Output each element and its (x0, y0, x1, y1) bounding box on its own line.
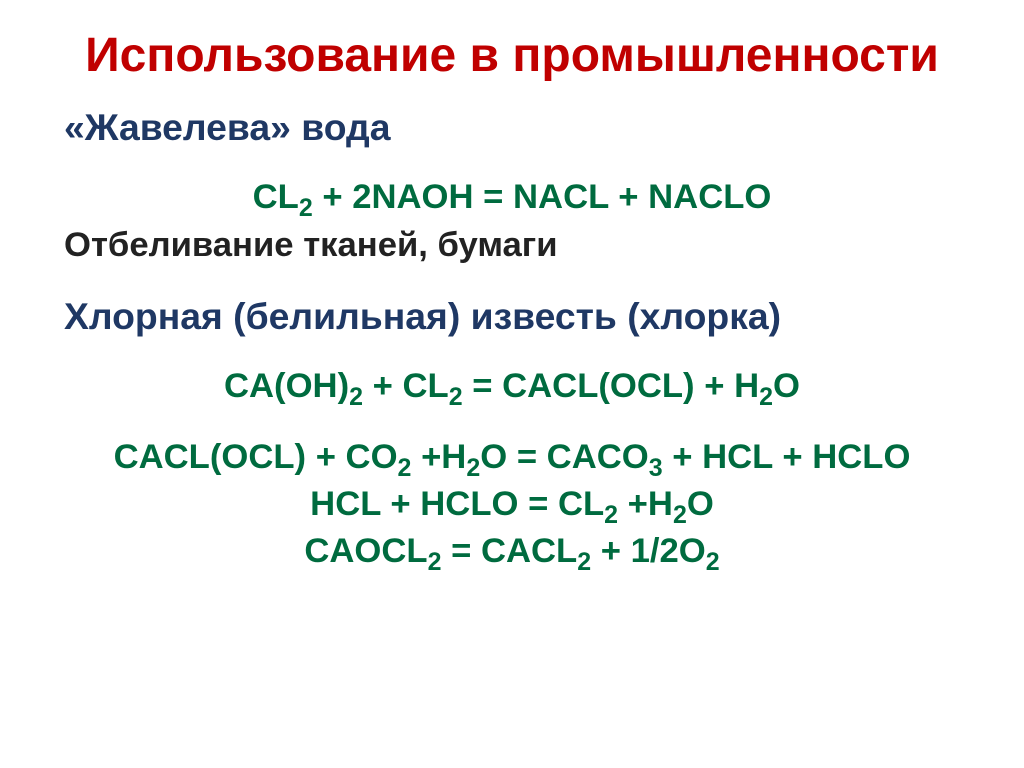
spacer (64, 410, 960, 434)
section2-eq-0: CA(OH)2 + CL2 = CACL(OCL) + H2O (64, 363, 960, 410)
section2-eq-3: CAOCL2 = CACL2 + 1/2O2 (64, 528, 960, 575)
section1-note: Отбеливание тканей, бумаги (64, 225, 960, 267)
section2-eq-2: HCL + HCLO = CL2 +H2O (64, 481, 960, 528)
slide: Использование в промышленности «Жавелева… (0, 0, 1024, 768)
section1-equation: CL2 + 2NAOH = NACL + NACLO (64, 174, 960, 221)
slide-title: Использование в промышленности (64, 28, 960, 83)
section2-eq-1: CACL(OCL) + CO2 +H2O = CACO3 + HCL + HCL… (64, 434, 960, 481)
section2-heading: Хлорная (белильная) известь (хлорка) (64, 294, 960, 339)
section1-heading: «Жавелева» вода (64, 105, 960, 150)
